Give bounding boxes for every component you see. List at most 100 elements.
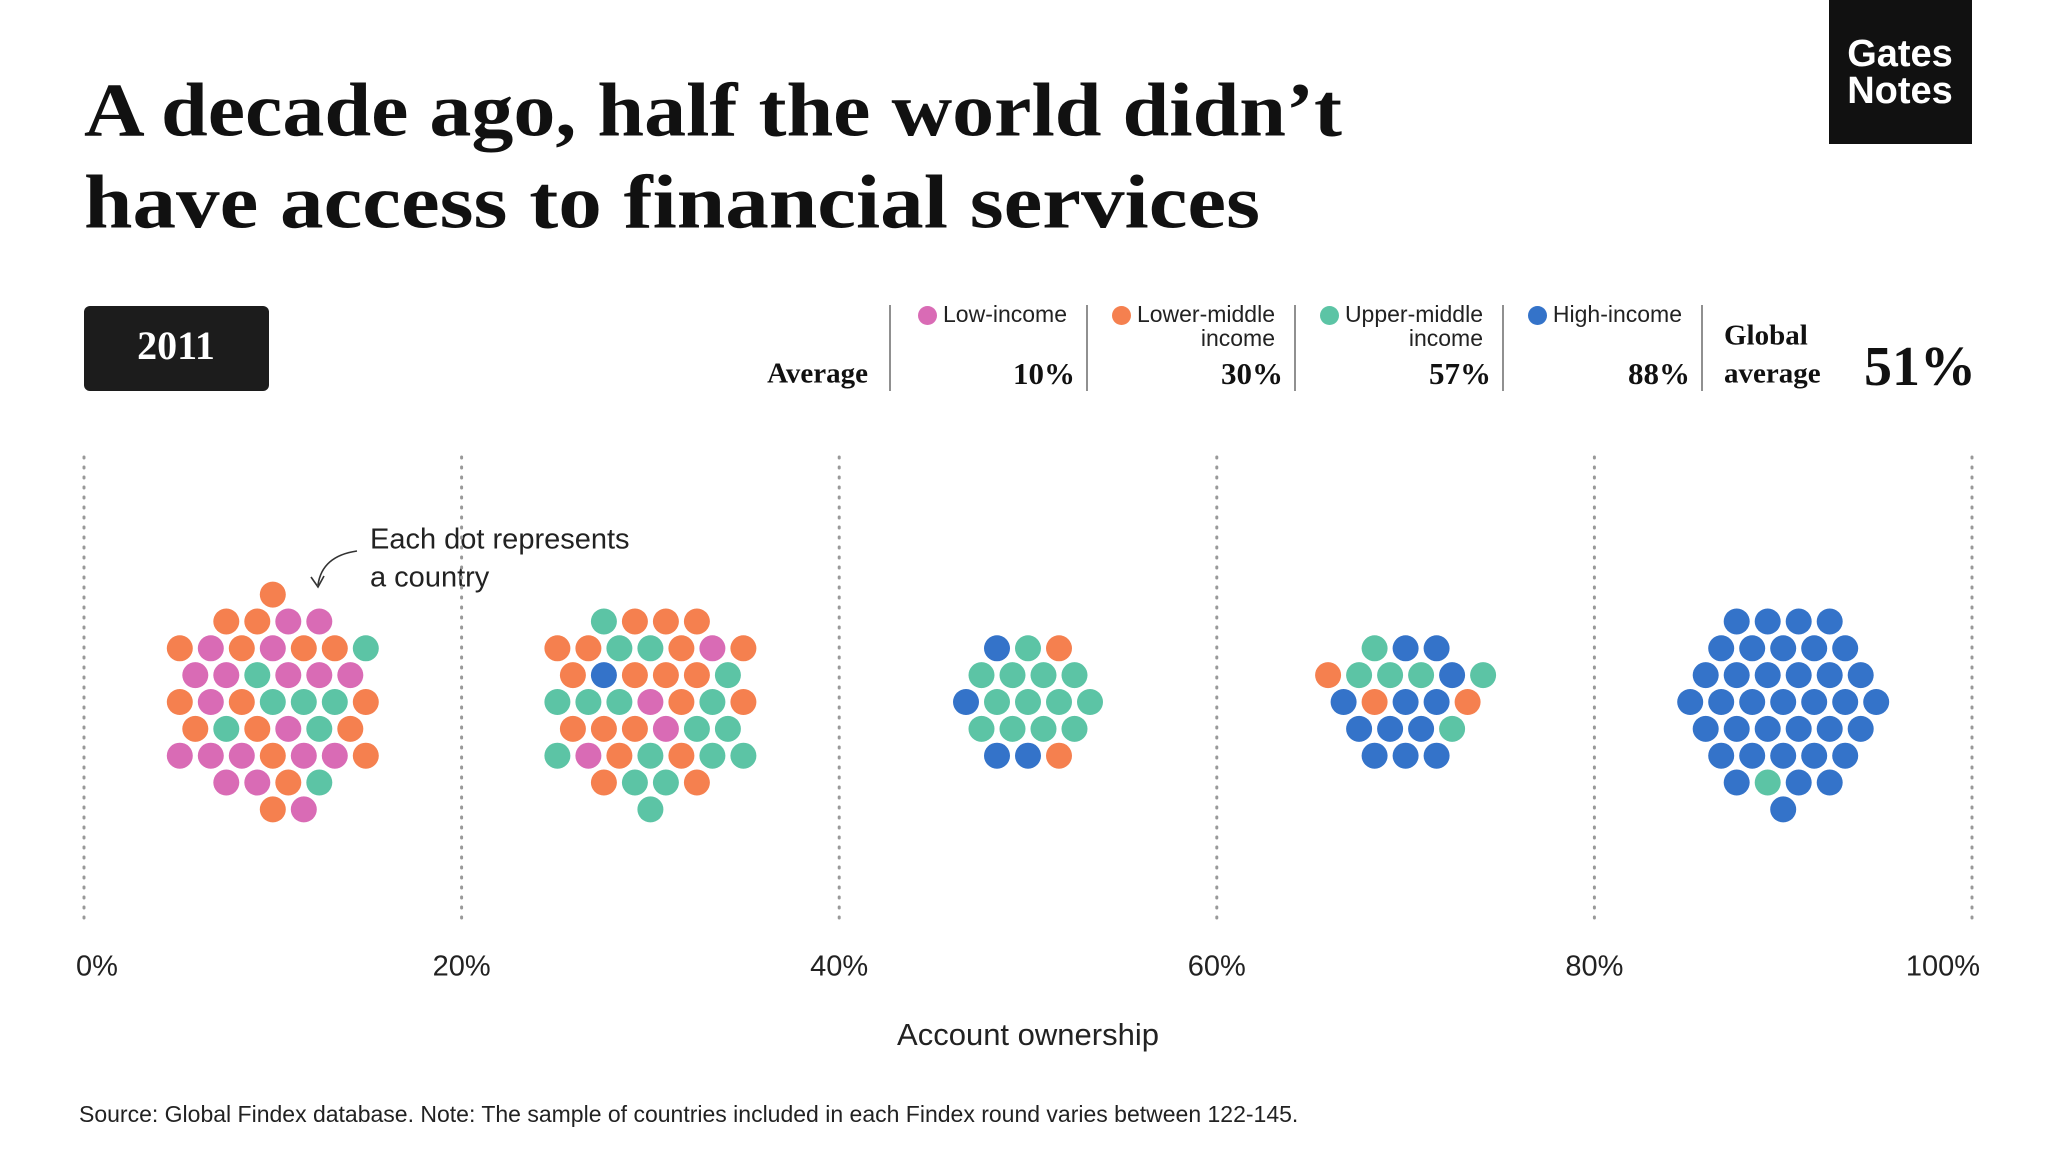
country-dot — [1801, 742, 1828, 769]
country-dot — [1739, 635, 1766, 662]
country-dot — [213, 715, 240, 742]
country-dot — [683, 608, 710, 635]
country-dot — [575, 635, 602, 662]
country-dot — [197, 635, 224, 662]
country-dot — [1723, 769, 1750, 796]
title: A decade ago, half the world didn’t — [84, 68, 1342, 152]
x-tick-label: 80% — [1565, 951, 1623, 983]
country-dot — [590, 662, 617, 689]
country-dot — [275, 608, 302, 635]
country-dot — [352, 689, 379, 715]
country-dot — [290, 635, 317, 662]
country-dot — [1863, 689, 1890, 715]
annotation: Each dot represents — [370, 524, 630, 556]
country-dot — [559, 715, 586, 742]
country-dot — [606, 635, 633, 662]
legend-entry: Low-income — [904, 302, 1067, 326]
country-dot — [1847, 662, 1874, 689]
country-dot — [306, 769, 333, 796]
country-dot — [590, 608, 617, 635]
country-dot — [166, 689, 193, 715]
country-dot — [637, 689, 664, 715]
country-dot — [1708, 689, 1735, 715]
country-dot — [1315, 662, 1342, 689]
legend-entry: Lower-middle income — [1105, 302, 1275, 350]
country-dot — [699, 635, 726, 662]
average-value: 30% — [1221, 356, 1283, 391]
country-dot — [244, 715, 271, 742]
country-dot — [1785, 715, 1812, 742]
annotation-arrow — [310, 575, 325, 589]
country-dot — [290, 689, 317, 715]
country-dot — [1015, 742, 1041, 769]
country-dot — [275, 662, 302, 689]
country-dot — [1723, 608, 1750, 635]
country-dot — [953, 689, 979, 715]
country-dot — [621, 608, 648, 635]
country-dot — [259, 742, 286, 769]
country-dot — [1770, 796, 1797, 823]
country-dot — [259, 689, 286, 715]
legend-swatch — [1527, 306, 1547, 325]
country-dot — [228, 635, 255, 662]
country-dot — [1801, 689, 1828, 715]
country-dot — [1692, 715, 1719, 742]
country-dot — [166, 635, 193, 662]
country-dot — [984, 689, 1010, 715]
country-dot — [575, 742, 602, 769]
country-dot — [1739, 742, 1766, 769]
country-dot — [259, 581, 286, 608]
country-dot — [1346, 662, 1373, 689]
country-dot — [652, 769, 679, 796]
country-dot — [1408, 715, 1435, 742]
country-dot — [1392, 635, 1419, 662]
country-dot — [1770, 689, 1797, 715]
country-dot — [1801, 635, 1828, 662]
country-dot — [984, 635, 1010, 662]
legend-label: High-income — [1552, 301, 1682, 327]
country-dot — [1046, 635, 1072, 662]
country-dot — [244, 662, 271, 689]
year-box — [84, 306, 269, 391]
country-dot — [668, 742, 695, 769]
country-dot — [730, 689, 757, 715]
country-dot — [606, 689, 633, 715]
country-dot — [1723, 715, 1750, 742]
country-dot — [714, 715, 741, 742]
country-dot — [1470, 662, 1497, 689]
country-dot — [590, 769, 617, 796]
country-dot — [683, 715, 710, 742]
country-dot — [1030, 662, 1057, 689]
country-dot — [1754, 662, 1781, 689]
country-dot — [1346, 715, 1373, 742]
country-dot — [1832, 742, 1859, 769]
country-dot — [968, 662, 995, 689]
country-dot — [606, 742, 633, 769]
country-dot — [621, 715, 648, 742]
country-dot — [1708, 742, 1735, 769]
country-dot — [652, 608, 679, 635]
country-dot — [1015, 635, 1041, 662]
country-dot — [699, 689, 726, 715]
country-dot — [259, 796, 286, 823]
country-dot — [1377, 715, 1404, 742]
country-dot — [1785, 608, 1812, 635]
country-dot — [1423, 635, 1450, 662]
country-dot — [352, 742, 379, 769]
legend-swatch — [1111, 306, 1131, 325]
legend-entry: Upper-middle income — [1313, 302, 1483, 350]
country-dot — [275, 715, 302, 742]
country-dot — [1770, 742, 1797, 769]
country-dot — [590, 715, 617, 742]
country-dot — [1015, 689, 1041, 715]
country-dot — [544, 742, 571, 769]
country-dot — [730, 742, 757, 769]
country-dot — [999, 662, 1026, 689]
title: have access to financial services — [84, 160, 1260, 244]
country-dot — [166, 742, 193, 769]
country-dot — [1832, 689, 1859, 715]
country-dot — [1361, 742, 1388, 769]
country-dot — [621, 769, 648, 796]
country-dot — [1770, 635, 1797, 662]
